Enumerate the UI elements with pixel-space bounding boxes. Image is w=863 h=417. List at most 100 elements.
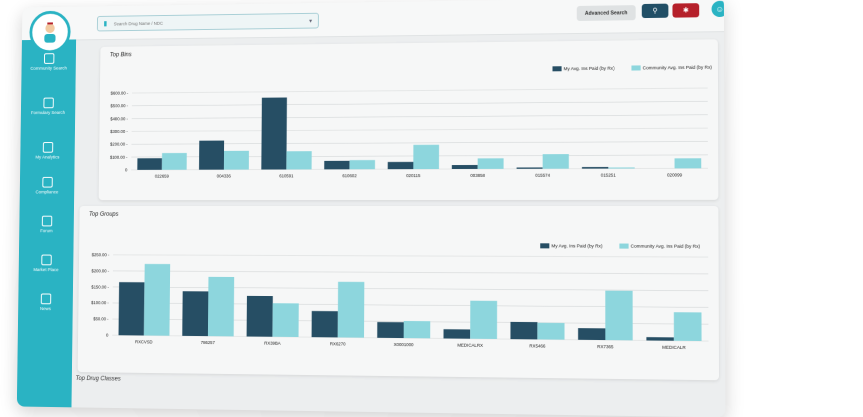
y-tick-label: $250.00 - <box>92 252 110 257</box>
bar[interactable] <box>273 303 299 337</box>
x-tick-label: 022659 <box>155 174 170 179</box>
bar[interactable] <box>208 277 234 337</box>
x-tick-label: MEDICALR <box>662 345 685 350</box>
bar[interactable] <box>578 328 605 340</box>
bar[interactable] <box>582 167 608 169</box>
monitor-icon <box>40 293 50 304</box>
bar[interactable] <box>261 98 287 170</box>
bar[interactable] <box>144 264 170 336</box>
sidebar-item-label: Formulary Search <box>31 110 65 115</box>
analytics-icon <box>42 142 52 153</box>
x-tick-label: RX39BA <box>264 341 281 346</box>
x-tick-label: 020099 <box>667 172 683 177</box>
pill-icon: ▮ <box>103 20 107 28</box>
bar[interactable] <box>137 158 162 170</box>
x-tick-label: 020115 <box>406 173 421 178</box>
y-tick-label: $50.00 - <box>93 316 109 321</box>
sidebar-item-news[interactable]: News <box>18 293 73 312</box>
legend-label[interactable]: Community Avg. Ins Paid (by Rx) <box>631 243 701 248</box>
y-tick-label: $150.00 - <box>91 284 109 289</box>
sidebar-item-label: Community Search <box>30 66 67 71</box>
sidebar-item-label: News <box>40 306 51 311</box>
bar[interactable] <box>444 329 471 339</box>
gridline <box>113 287 709 291</box>
top-groups-chart: 0$50.00 -$100.00 -$150.00 -$200.00 -$250… <box>78 206 719 380</box>
bar[interactable] <box>388 162 414 169</box>
search-input[interactable] <box>112 17 309 27</box>
y-tick-label: $300.00 - <box>110 129 128 134</box>
bar[interactable] <box>608 167 634 168</box>
x-tick-label: 004336 <box>217 173 232 178</box>
bar[interactable] <box>543 154 569 169</box>
legend-label[interactable]: Community Avg. Ins Paid (by Rx) <box>643 65 713 71</box>
top-bar: ▮ ▾ Advanced Search ⚲ ✱ ☺ <box>22 0 724 41</box>
bar[interactable] <box>646 337 674 341</box>
bar[interactable] <box>674 312 702 341</box>
bar-chart-icon <box>44 53 54 64</box>
bar[interactable] <box>404 321 431 338</box>
x-tick-label: 015251 <box>601 173 617 178</box>
y-tick-label: 0 <box>106 333 109 338</box>
chevron-down-icon[interactable]: ▾ <box>309 17 312 24</box>
x-tick-label: MEDICALRX <box>457 343 483 348</box>
sidebar-item-label: My Analytics <box>35 155 59 160</box>
sidebar-item-compliance[interactable]: Compliance <box>20 177 75 195</box>
top-bins-card: Top Bins 0$100.00 -$200.00 -$300.00 -$40… <box>99 39 719 200</box>
bar[interactable] <box>510 322 537 340</box>
sidebar-item-community-search[interactable]: Community Search <box>22 53 76 72</box>
legend-swatch[interactable] <box>540 243 549 248</box>
bar[interactable] <box>478 158 504 169</box>
legend-swatch[interactable] <box>619 244 628 249</box>
bar[interactable] <box>119 282 145 335</box>
avatar[interactable]: ☺ <box>712 1 726 17</box>
bar[interactable] <box>312 311 338 337</box>
bar[interactable] <box>452 165 478 169</box>
y-tick-label: $400.00 - <box>110 116 128 121</box>
search-icon: ⚲ <box>652 7 657 15</box>
bar[interactable] <box>517 167 543 168</box>
drug-search-field[interactable]: ▮ ▾ <box>97 13 319 32</box>
bar[interactable] <box>377 322 404 338</box>
bar[interactable] <box>162 153 187 170</box>
bar[interactable] <box>350 160 375 169</box>
top-bins-chart: 0$100.00 -$200.00 -$300.00 -$400.00 -$50… <box>99 39 719 200</box>
sidebar-item-label: Market Place <box>33 267 58 272</box>
bar[interactable] <box>247 296 273 337</box>
bar[interactable] <box>537 323 564 340</box>
bar[interactable] <box>605 291 632 341</box>
top-drug-classes-heading: Top Drug Classes <box>76 376 121 382</box>
bar[interactable] <box>199 141 224 170</box>
x-tick-label: RXCVSD <box>135 339 153 344</box>
sidebar-item-formulary-search[interactable]: Formulary Search <box>21 97 75 116</box>
y-tick-label: $500.00 - <box>110 103 128 108</box>
sidebar-item-my-analytics[interactable]: My Analytics <box>20 142 75 160</box>
doctor-icon <box>38 19 63 44</box>
bar[interactable] <box>470 301 497 339</box>
y-tick-label: $100.00 - <box>91 300 109 305</box>
y-tick-label: $200.00 - <box>110 142 128 147</box>
bar[interactable] <box>338 282 365 338</box>
clipboard-icon <box>42 177 52 188</box>
bar[interactable] <box>286 151 311 169</box>
bar[interactable] <box>413 145 439 169</box>
reset-button[interactable]: ✱ <box>672 3 699 18</box>
search-button[interactable]: ⚲ <box>642 4 669 18</box>
legend-swatch[interactable] <box>631 65 640 70</box>
bar[interactable] <box>182 291 208 336</box>
sidebar-item-forum[interactable]: Forum <box>19 216 74 234</box>
legend-swatch[interactable] <box>552 66 561 71</box>
legend-label[interactable]: My Avg. Ins Paid (by Rx) <box>551 243 603 248</box>
bar[interactable] <box>224 151 249 170</box>
sidebar-item-label: Compliance <box>36 189 59 194</box>
bar[interactable] <box>675 158 702 168</box>
legend-label[interactable]: My Avg. Ins Paid (by Rx) <box>564 66 616 72</box>
sidebar-item-label: Forum <box>40 228 53 233</box>
gridline <box>132 128 708 131</box>
sidebar-item-market-place[interactable]: Market Place <box>19 254 74 272</box>
top-groups-card: Top Groups 0$50.00 -$100.00 -$150.00 -$2… <box>78 206 719 380</box>
x-tick-label: 786257 <box>201 340 216 345</box>
x-tick-label: RX5466 <box>529 343 546 348</box>
bar[interactable] <box>324 161 349 170</box>
advanced-search-button[interactable]: Advanced Search <box>577 5 636 21</box>
user-icon: ☺ <box>716 4 724 13</box>
